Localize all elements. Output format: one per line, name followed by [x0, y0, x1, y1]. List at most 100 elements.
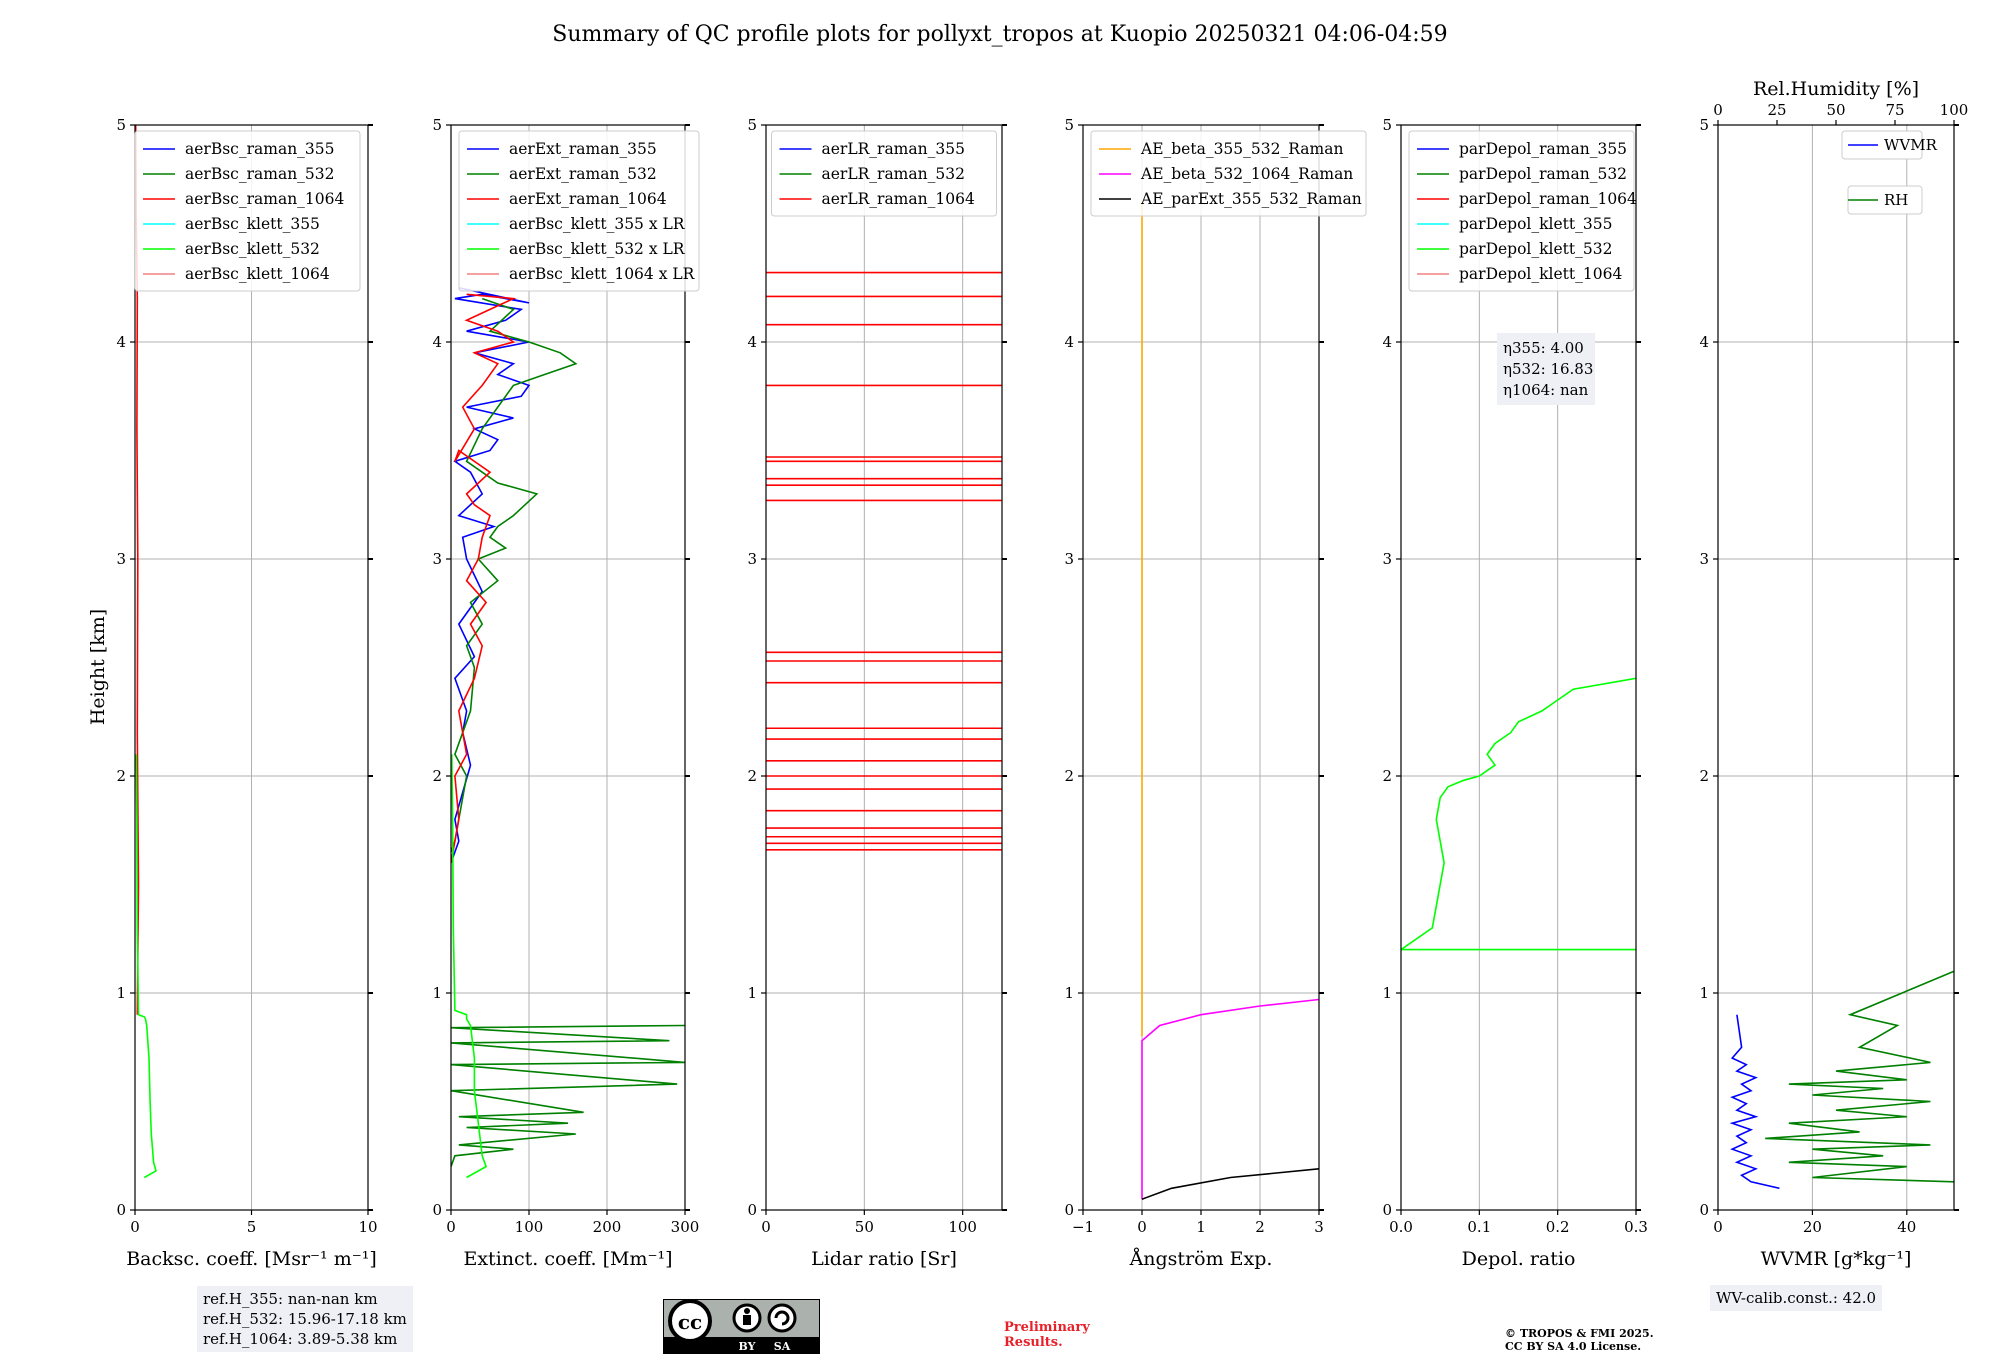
y-tick-label: 2	[1699, 767, 1709, 785]
y-tick-label: 1	[116, 984, 126, 1002]
legend-label: aerBsc_raman_532	[185, 165, 335, 183]
series-line	[451, 297, 578, 853]
y-tick-label: 0	[1064, 1201, 1074, 1219]
y-tick-label: 5	[1699, 116, 1709, 134]
legend-label: parDepol_klett_355	[1459, 215, 1612, 233]
preliminary-line-1: Preliminary	[1004, 1320, 1090, 1335]
x-tick-label: 50	[855, 1218, 874, 1236]
series-line	[451, 287, 531, 864]
legend-label: AE_beta_532_1064_Raman	[1140, 165, 1353, 183]
series-line	[1401, 677, 1636, 951]
y-tick-label: 1	[432, 984, 442, 1002]
axes-frame	[1082, 124, 1320, 1211]
x-tick-label: 0	[1713, 1218, 1723, 1236]
legend-label: aerExt_raman_355	[509, 140, 657, 158]
axes-frame	[1717, 124, 1955, 1211]
copyright-line-2: CC BY SA 4.0 License.	[1505, 1340, 1642, 1353]
legend-label: parDepol_klett_1064	[1459, 265, 1622, 283]
x-tick-label: 20	[1803, 1218, 1822, 1236]
series-line	[451, 1024, 685, 1167]
y-tick-label: 3	[116, 550, 126, 568]
y-tick-label: 1	[1064, 984, 1074, 1002]
x2-tick-label: 50	[1826, 101, 1845, 119]
series-group	[1141, 200, 1319, 1200]
x-tick-label: 0.1	[1467, 1218, 1491, 1236]
ref-h-532: ref.H_532: 15.96-17.18 km	[203, 1310, 407, 1328]
series-line	[1141, 998, 1319, 1200]
chart-panel-5: 0.0 0.1 0.2 0.3 0 1 2 3 4 5 Depol. ratio parDepol_r…	[1382, 116, 1647, 1270]
legend-label: parDepol_raman_355	[1459, 140, 1627, 158]
eta-line: η532: 16.83	[1503, 360, 1593, 378]
preliminary-note: Preliminary Results.	[1004, 1320, 1090, 1350]
y-tick-label: 3	[1064, 550, 1074, 568]
chart-panel-6: 0 20 40 0 1 2 3 4 5 WVMR [g*kg⁻¹] 0 25 50 75 100 Rel.Hu…	[1699, 78, 1968, 1270]
x-tick-label: 5	[247, 1218, 257, 1236]
x-axis-label: WVMR [g*kg⁻¹]	[1761, 1248, 1912, 1270]
x-tick-label: 0.0	[1389, 1218, 1413, 1236]
y-tick-label: 5	[1382, 116, 1392, 134]
axes-frame	[450, 124, 686, 1211]
axes-frame	[765, 124, 1003, 1211]
legend-box	[1090, 130, 1367, 217]
legend-label: aerBsc_klett_355 x LR	[509, 215, 686, 233]
y-tick-label: 1	[747, 984, 757, 1002]
legend-label: aerLR_raman_532	[822, 165, 965, 183]
y-tick-label: 5	[747, 116, 757, 134]
y-tick-label: 1	[1382, 984, 1392, 1002]
y-tick-label: 2	[1382, 767, 1392, 785]
series-group	[1401, 677, 1636, 951]
x-tick-label: −1	[1072, 1218, 1094, 1236]
wv-calib-const: WV-calib.const.: 42.0	[1716, 1289, 1877, 1307]
legend-label: parDepol_klett_532	[1459, 240, 1612, 258]
eta-line: η1064: nan	[1503, 381, 1589, 399]
x-axis-label: Backsc. coeff. [Msr⁻¹ m⁻¹]	[126, 1248, 377, 1270]
chart-panel-1: 0 5 10 0 1 2 3 4 5 Backsc. coeff. [Msr⁻¹ m⁻¹] aerB…	[116, 116, 377, 1270]
y-tick-label: 5	[116, 116, 126, 134]
series-line	[1141, 1168, 1319, 1200]
legend-label: WVMR	[1884, 136, 1938, 154]
copyright-note: © TROPOS & FMI 2025. CC BY SA 4.0 Licens…	[1505, 1327, 1654, 1353]
x-tick-label: 0	[130, 1218, 140, 1236]
legend-label: aerBsc_klett_1064	[185, 265, 330, 283]
x-tick-label: 1	[1196, 1218, 1206, 1236]
y-tick-label: 0	[432, 1201, 442, 1219]
y-tick-label: 2	[1064, 767, 1074, 785]
y-tick-label: 4	[1699, 333, 1709, 351]
legend-label: AE_beta_355_532_Raman	[1140, 140, 1343, 158]
legend-label: aerBsc_klett_532 x LR	[509, 240, 686, 258]
x-tick-label: 3	[1314, 1218, 1324, 1236]
x2-tick-label: 75	[1885, 101, 1904, 119]
eta-box: η355: 4.00 η532: 16.83 η1064: nan	[1497, 333, 1595, 405]
series-line	[451, 293, 517, 863]
legend-label: aerBsc_raman_355	[185, 140, 335, 158]
x-axis-label: Ångström Exp.	[1129, 1248, 1273, 1270]
legend-label: aerBsc_klett_355	[185, 215, 320, 233]
x2-axis-label: Rel.Humidity [%]	[1753, 78, 1919, 100]
legend-box	[771, 130, 997, 217]
legend-box	[458, 130, 700, 292]
legend-label: AE_parExt_355_532_Raman	[1140, 190, 1362, 208]
legend-label: RH	[1884, 191, 1908, 209]
x-tick-label: 40	[1897, 1218, 1916, 1236]
y-tick-label: 3	[1382, 550, 1392, 568]
legend-label: aerBsc_raman_1064	[185, 190, 345, 208]
x-tick-label: 0	[761, 1218, 771, 1236]
wv-calib-box: WV-calib.const.: 42.0	[1710, 1285, 1883, 1311]
y-tick-label: 0	[1382, 1201, 1392, 1219]
y-tick-label: 0	[1699, 1201, 1709, 1219]
y-axis-label: Height [km]	[87, 609, 109, 725]
y-tick-label: 3	[432, 550, 442, 568]
series-line	[135, 754, 157, 1179]
chart-panel-2: 0 100 200 300 0 1 2 3 4 5 Extinct. coeff. [Mm⁻¹] ae…	[432, 116, 700, 1270]
figure-title: Summary of QC profile plots for pollyxt_…	[552, 22, 1448, 47]
legend-box	[134, 130, 361, 292]
x-axis-label: Depol. ratio	[1462, 1248, 1576, 1270]
y-tick-label: 4	[116, 333, 126, 351]
legend-box	[1408, 130, 1635, 292]
x-tick-label: 0.2	[1546, 1218, 1570, 1236]
series-line	[451, 754, 488, 1179]
chart-panel-3: 0 50 100 0 1 2 3 4 5 Lidar ratio [Sr] aerLR_raman_…	[747, 116, 1007, 1270]
